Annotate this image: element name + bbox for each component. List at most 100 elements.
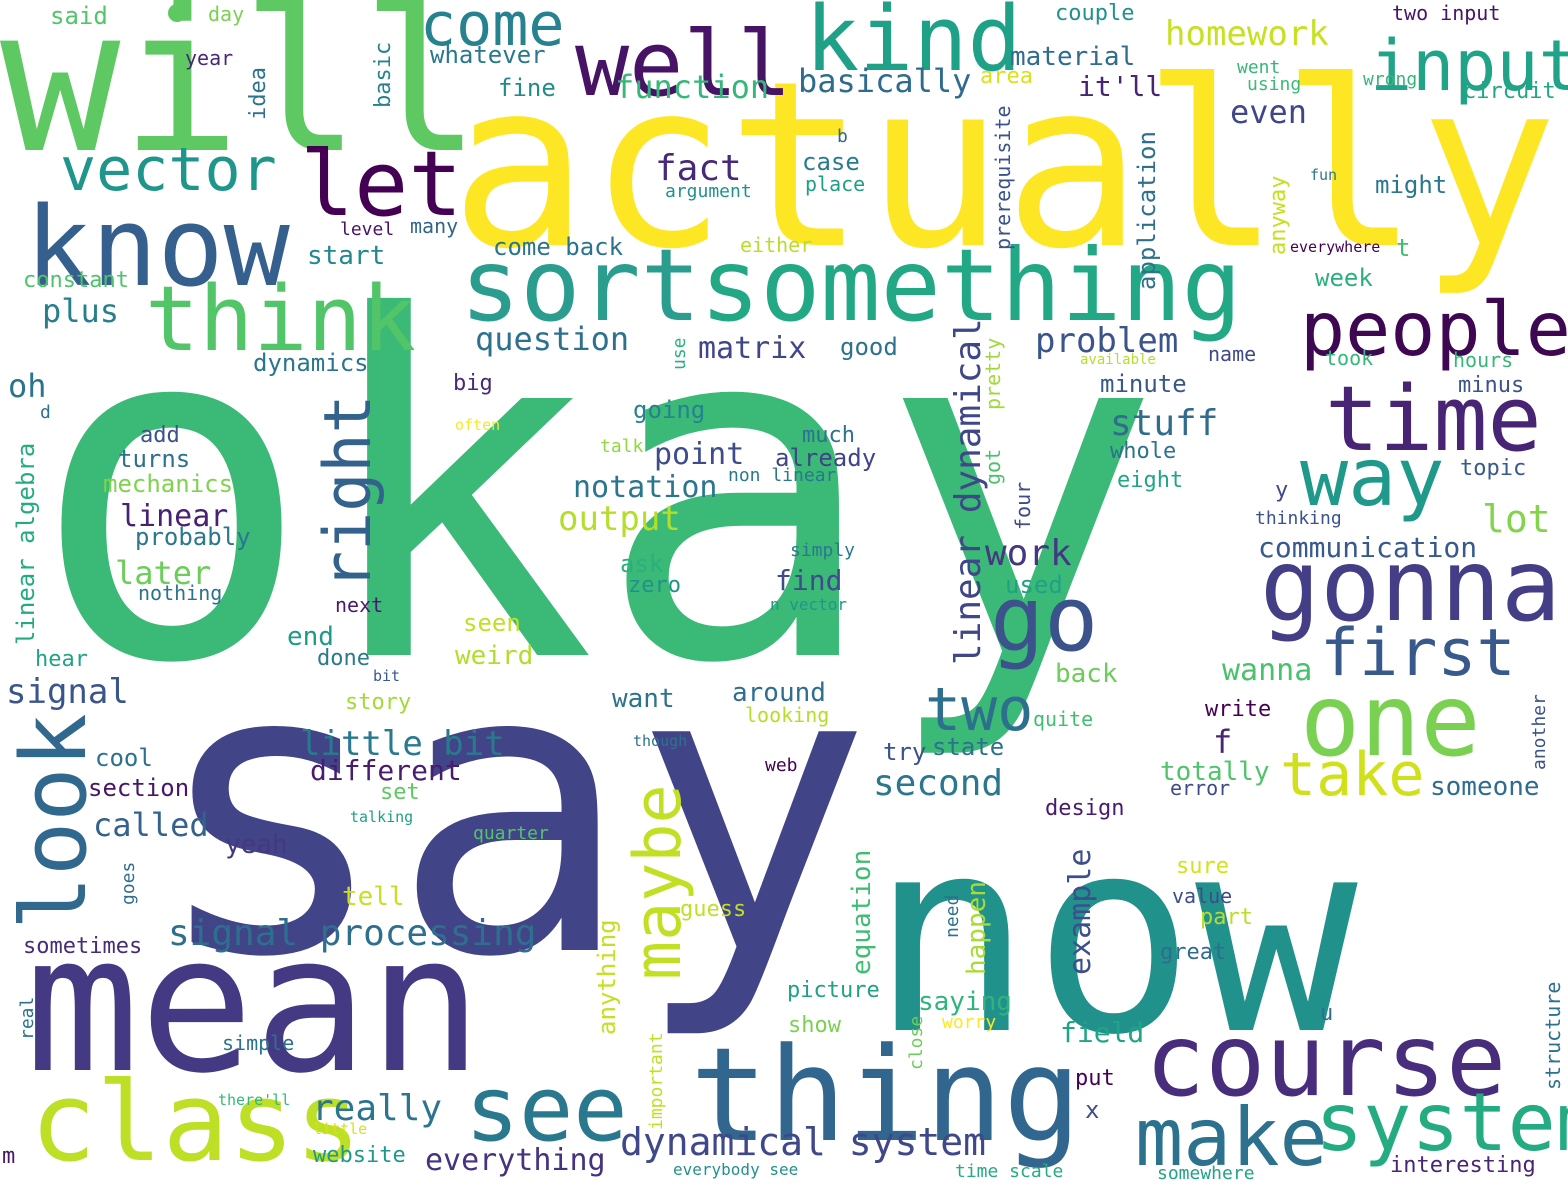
word-got: got [981,449,1005,485]
word-quarter: quarter [473,823,549,844]
word-course: course [1145,1002,1506,1119]
word-try: try [883,738,926,766]
word-nothing: nothing [138,581,222,605]
word-take: take [1280,740,1425,810]
word-everybody-see: everybody see [673,1160,798,1179]
word-year: year [185,46,233,70]
word-already: already [775,444,876,472]
word-everywhere: everywhere [1290,238,1380,256]
word-say: say [150,580,872,1045]
word-used: used [1005,571,1063,599]
word-much: much [802,423,855,448]
word-minus: minus [1458,373,1524,398]
word-section: section [88,774,189,802]
word-thing: thing [690,1019,1081,1171]
word-people: people [1300,285,1568,373]
word-later: later [115,554,211,592]
word-done: done [317,646,370,671]
word-thinking: thinking [1255,508,1342,529]
word-good: good [840,333,898,361]
word-saying: saying [918,987,1012,1017]
word-use: use [669,337,690,370]
word-two-input: two input [1392,1,1500,25]
word-big: big [453,371,493,396]
word-state: state [932,733,1004,761]
dot-mark [168,4,186,22]
word-it-ll: it'll [1078,70,1162,103]
word-show: show [788,1013,842,1038]
word-first: first [1320,616,1516,691]
word-going: going [633,396,705,424]
word-website: website [313,1143,406,1168]
word-communication: communication [1258,531,1477,564]
word-okay: okay [30,219,1162,766]
word-function: function [615,68,769,106]
word-said: said [50,2,108,30]
word-problem: problem [1035,321,1178,361]
word-d: d [40,402,51,423]
word-anything: anything [593,919,621,1035]
word-right: right [311,394,386,590]
word-ask: ask [620,550,664,578]
word-output: output [558,499,681,539]
word-write: write [1205,697,1271,722]
word-bit: bit [373,667,400,685]
word-guess: guess [680,897,746,922]
word-someone: someone [1430,772,1540,802]
word-field: field [1060,1016,1144,1049]
word-example: example [1063,849,1098,975]
word-u: u [1320,1001,1333,1026]
word-time: time [1325,367,1542,472]
word-many: many [410,214,458,238]
word-mean: mean [25,894,483,1115]
word-level: level [340,219,394,240]
word-fun: fun [1310,166,1337,184]
word-system: system [1315,1076,1568,1169]
word-anyway: anyway [1266,176,1291,255]
word-pretty: pretty [981,338,1005,410]
word-went: went [1237,57,1280,78]
word-weird: weird [455,641,533,671]
word-often: often [455,416,500,434]
word-class: class [30,1058,361,1185]
word-couple: couple [1055,1,1134,26]
word-minute: minute [1100,370,1187,398]
word-linear: linear [120,499,228,534]
word-important: important [646,1032,667,1130]
word-m: m [2,1144,15,1169]
word-well: well [575,12,792,117]
word-work: work [985,533,1072,574]
word-probably: probably [135,523,251,551]
word-make: make [1135,1091,1328,1184]
word-know: know [25,183,291,311]
word-really: really [312,1088,442,1129]
word-day: day [208,2,244,26]
word-prerequisite: prerequisite [991,106,1015,251]
word-happen: happen [962,881,992,975]
word-there-ll: there'll [218,1091,290,1109]
word-totally: totally [1160,757,1270,787]
word-question: question [475,320,629,358]
word-cool: cool [95,744,153,772]
word-yeah: yeah [225,830,288,860]
word-homework: homework [1165,14,1329,54]
word-topic: topic [1460,456,1526,481]
word-find: find [775,564,842,597]
word-wrong: wrong [1363,69,1417,90]
word-matrix: matrix [698,331,806,366]
word-case: case [802,148,860,176]
word-sometimes: sometimes [23,934,142,959]
word-look: look [2,713,107,930]
word-talking: talking [350,808,413,826]
word-hours: hours [1453,348,1513,372]
word-application: application [1133,131,1161,290]
word-lot: lot [1482,497,1551,541]
word-design: design [1045,796,1124,821]
word-linear-algebra: linear algebra [12,443,40,645]
word-vector: vector [60,135,277,205]
word-mechanics: mechanics [103,470,233,498]
word-structure: structure [1541,982,1565,1090]
word-though: though [633,732,687,750]
word-one: one [1300,662,1481,779]
